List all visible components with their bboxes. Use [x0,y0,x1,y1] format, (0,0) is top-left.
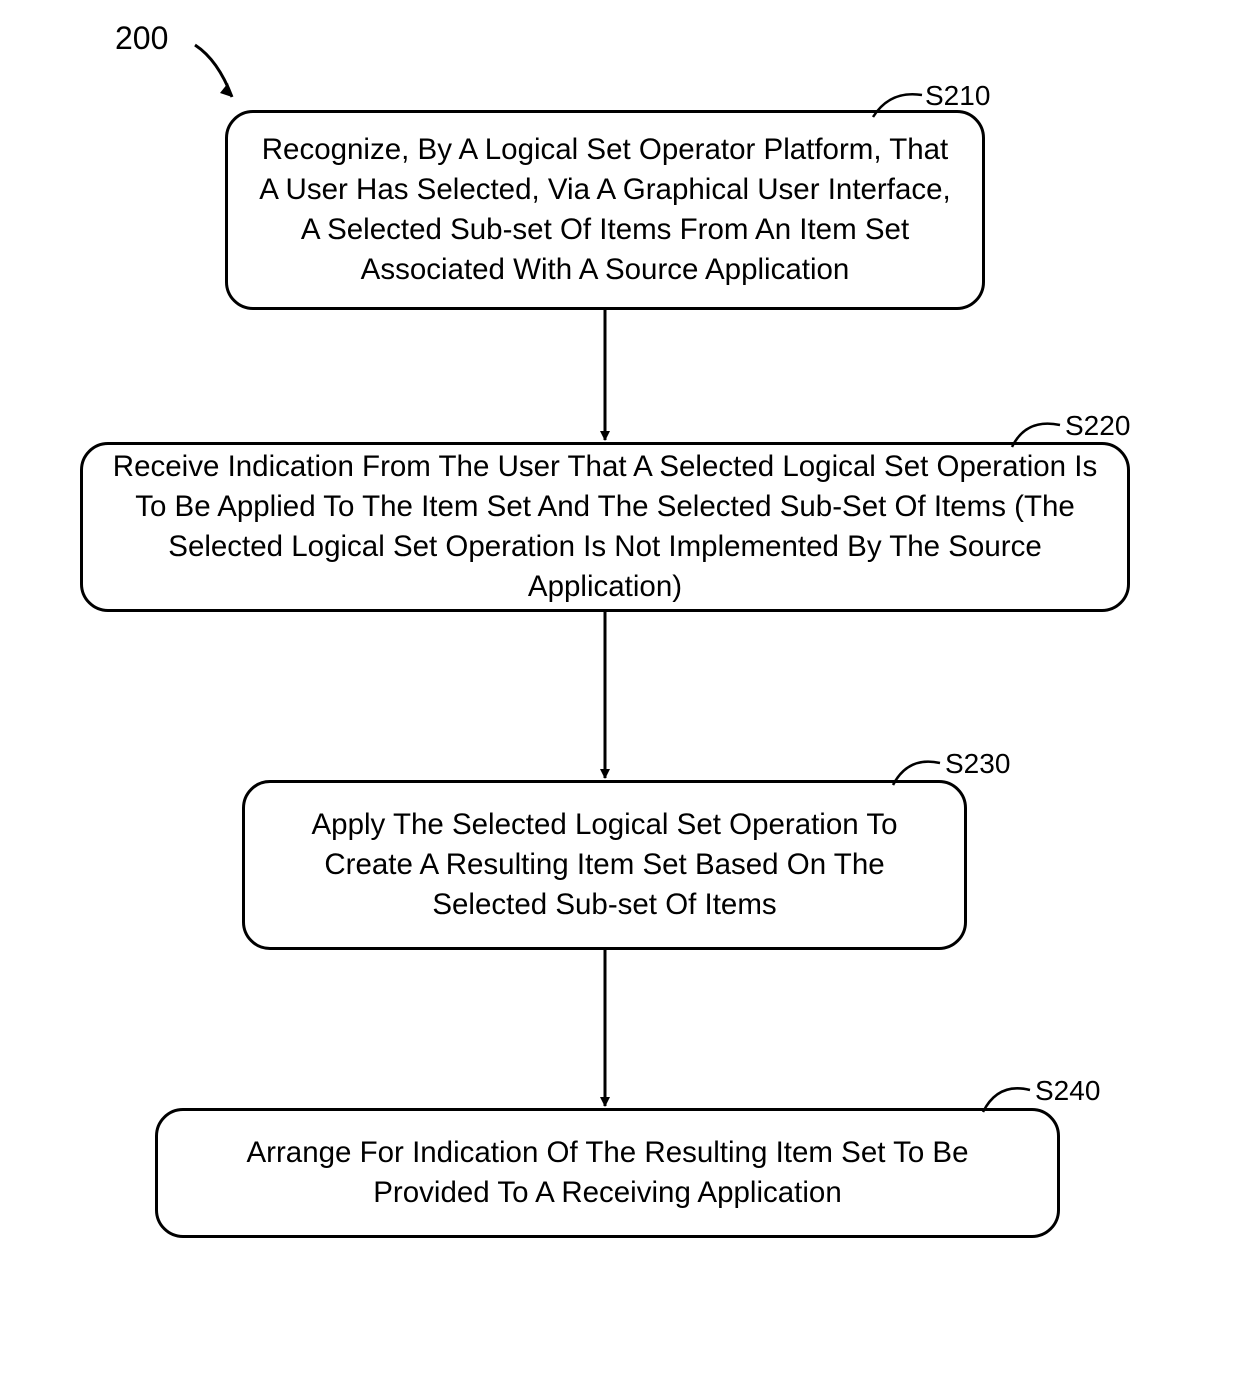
step-label-s240: S240 [1035,1075,1100,1107]
node-text: Receive Indication From The User That A … [111,447,1099,606]
flowchart-node-s240: Arrange For Indication Of The Resulting … [155,1108,1060,1238]
flowchart-node-s220: Receive Indication From The User That A … [80,442,1130,612]
step-label-s230: S230 [945,748,1010,780]
node-text: Apply The Selected Logical Set Operation… [273,805,936,924]
node-text: Recognize, By A Logical Set Operator Pla… [256,130,954,289]
node-text: Arrange For Indication Of The Resulting … [186,1133,1029,1213]
flowchart-node-s230: Apply The Selected Logical Set Operation… [242,780,967,950]
flowchart-canvas: 200 Recognize, By A Logical Set Operator… [0,0,1240,1373]
flowchart-node-s210: Recognize, By A Logical Set Operator Pla… [225,110,985,310]
step-label-s220: S220 [1065,410,1130,442]
step-label-s210: S210 [925,80,990,112]
figure-number-label: 200 [115,20,168,57]
